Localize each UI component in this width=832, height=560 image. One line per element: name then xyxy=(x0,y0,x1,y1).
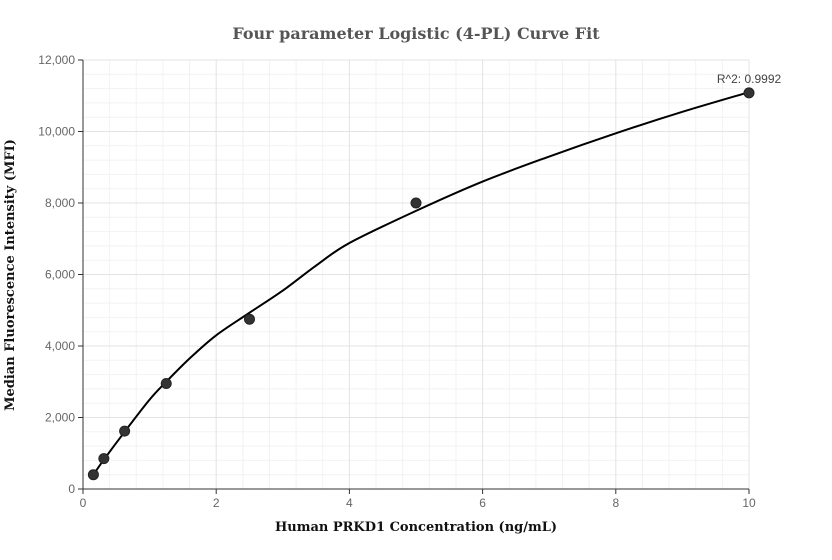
data-point xyxy=(743,87,755,99)
y-tick-label: 2,000 xyxy=(45,411,75,425)
y-axis-title: Median Fluorescence Intensity (MFI) xyxy=(3,139,18,411)
data-point xyxy=(410,197,422,209)
x-tick-label: 6 xyxy=(479,496,486,510)
y-tick-label: 10,000 xyxy=(38,125,75,139)
x-tick-label: 0 xyxy=(80,496,87,510)
data-point xyxy=(119,425,131,437)
y-tick-label: 6,000 xyxy=(45,268,75,282)
y-tick-label: 8,000 xyxy=(45,196,75,210)
chart-title: Four parameter Logistic (4-PL) Curve Fit xyxy=(232,24,600,43)
x-axis-title: Human PRKD1 Concentration (ng/mL) xyxy=(275,520,557,535)
r-squared-annotation: R^2: 0.9992 xyxy=(717,72,782,86)
x-tick-label: 2 xyxy=(213,496,220,510)
y-tick-label: 0 xyxy=(68,482,75,496)
data-point xyxy=(87,469,99,481)
x-tick-label: 4 xyxy=(346,496,353,510)
fit-curve xyxy=(92,91,750,476)
x-tick-label: 8 xyxy=(612,496,619,510)
ticks: 0 2 4 6 8 10 0 2,000 4,000 6,000 8,000 10,000 12,000 xyxy=(38,53,756,510)
data-points xyxy=(87,87,755,481)
y-tick-label: 12,000 xyxy=(38,53,75,67)
grid xyxy=(83,59,750,489)
data-point xyxy=(98,453,110,465)
data-point xyxy=(244,313,255,325)
x-tick-label: 10 xyxy=(742,496,756,510)
y-tick-label: 4,000 xyxy=(45,339,75,353)
data-point xyxy=(160,378,172,390)
